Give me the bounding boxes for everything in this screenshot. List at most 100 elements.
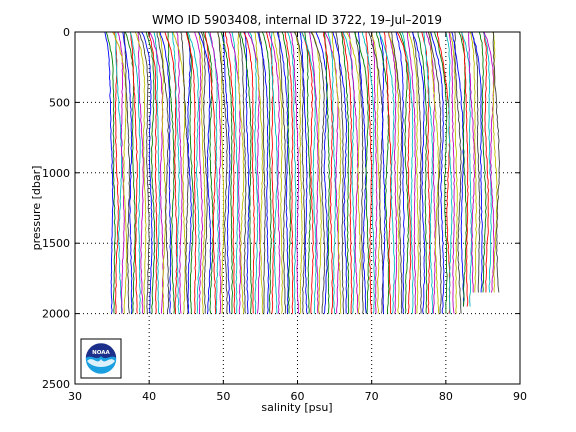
profile-line	[427, 31, 442, 314]
profile-line	[220, 31, 233, 314]
profile-line	[185, 31, 192, 314]
profile-line	[167, 31, 175, 314]
profile-line	[207, 31, 219, 314]
profile-line	[412, 31, 426, 314]
profile-line	[301, 31, 314, 314]
profile-line	[228, 31, 241, 314]
profile-line	[240, 31, 252, 314]
profile-line	[342, 31, 353, 314]
x-axis-ticks: 30 40 50 60 70 80 90	[68, 32, 527, 403]
profile-line	[295, 31, 303, 314]
profile-line	[153, 31, 161, 314]
profile-line	[301, 31, 317, 314]
profile-line	[448, 31, 456, 314]
y-tick-label: 500	[49, 96, 70, 109]
profile-line	[429, 32, 440, 314]
profile-line	[449, 31, 458, 314]
profile-line	[461, 31, 469, 307]
profile-line	[159, 31, 172, 314]
x-tick-label: 90	[513, 390, 527, 403]
profile-line	[469, 31, 478, 293]
profile-line	[202, 31, 214, 314]
profile-line	[331, 31, 342, 314]
profile-series	[104, 31, 500, 314]
x-axis-label: salinity [psu]	[261, 401, 332, 414]
profile-line	[222, 31, 231, 314]
profile-line	[323, 31, 331, 314]
profile-line	[482, 31, 489, 293]
y-axis-ticks: 0 500 1000 1500 2000 2500	[42, 26, 520, 391]
profile-line	[147, 31, 158, 314]
profile-line	[185, 31, 197, 314]
profile-line	[258, 31, 266, 314]
profile-line	[398, 31, 410, 314]
profile-line	[145, 31, 156, 314]
profile-line	[254, 31, 264, 314]
profile-line	[483, 31, 495, 293]
profile-line	[105, 31, 116, 314]
profile-line	[375, 31, 390, 314]
profile-line	[408, 31, 419, 314]
profile-line	[287, 31, 297, 314]
profile-line	[243, 31, 255, 314]
x-tick-label: 70	[365, 390, 379, 403]
profile-line	[200, 31, 208, 314]
chart-title: WMO ID 5903408, internal ID 3722, 19–Jul…	[152, 13, 442, 27]
profile-line	[216, 31, 225, 314]
profile-line	[244, 31, 250, 314]
profile-line	[478, 31, 487, 293]
profile-line	[257, 31, 270, 314]
profile-line	[293, 31, 306, 314]
profile-line	[378, 31, 396, 314]
profile-line	[129, 31, 138, 314]
profile-line	[434, 31, 448, 314]
profile-line	[276, 31, 289, 314]
profile-line	[198, 31, 212, 314]
profile-line	[138, 31, 150, 314]
profile-line	[471, 31, 483, 293]
x-tick-label: 50	[216, 390, 230, 403]
profile-line	[423, 31, 434, 314]
profile-line	[180, 31, 189, 314]
profile-line	[164, 31, 178, 314]
profile-line	[468, 31, 476, 293]
profile-line	[492, 31, 500, 293]
profile-line	[141, 31, 153, 314]
profile-line	[113, 31, 120, 314]
profile-line	[407, 31, 417, 314]
x-tick-label: 40	[142, 390, 156, 403]
profile-line	[171, 31, 180, 314]
y-tick-label: 2500	[42, 378, 70, 391]
profile-line	[197, 31, 206, 314]
profile-line	[123, 31, 131, 314]
profile-line	[361, 31, 375, 314]
profile-line	[249, 31, 259, 314]
y-tick-label: 1000	[42, 167, 70, 180]
y-tick-label: 2000	[42, 308, 70, 321]
profile-line	[401, 31, 414, 314]
profile-line	[332, 31, 348, 314]
profile-line	[378, 31, 386, 314]
profile-line	[281, 31, 292, 314]
profile-line	[370, 31, 381, 314]
profile-line	[388, 31, 400, 314]
profile-line	[365, 31, 373, 314]
profile-line	[430, 31, 445, 314]
noaa-logo: NOAA	[80, 338, 122, 379]
profile-line	[134, 31, 147, 314]
profile-line	[238, 31, 247, 314]
y-tick-label: 1500	[42, 237, 70, 250]
profile-line	[354, 31, 364, 314]
profile-line	[122, 31, 133, 314]
profile-line	[304, 31, 312, 314]
profile-line	[461, 31, 473, 307]
profile-line	[454, 31, 462, 314]
x-tick-label: 30	[68, 390, 82, 403]
profile-line	[299, 31, 308, 314]
profile-line	[176, 31, 183, 314]
profile-line	[194, 31, 203, 314]
profile-line	[412, 31, 422, 314]
profile-line	[272, 31, 283, 314]
profile-line	[204, 31, 217, 314]
